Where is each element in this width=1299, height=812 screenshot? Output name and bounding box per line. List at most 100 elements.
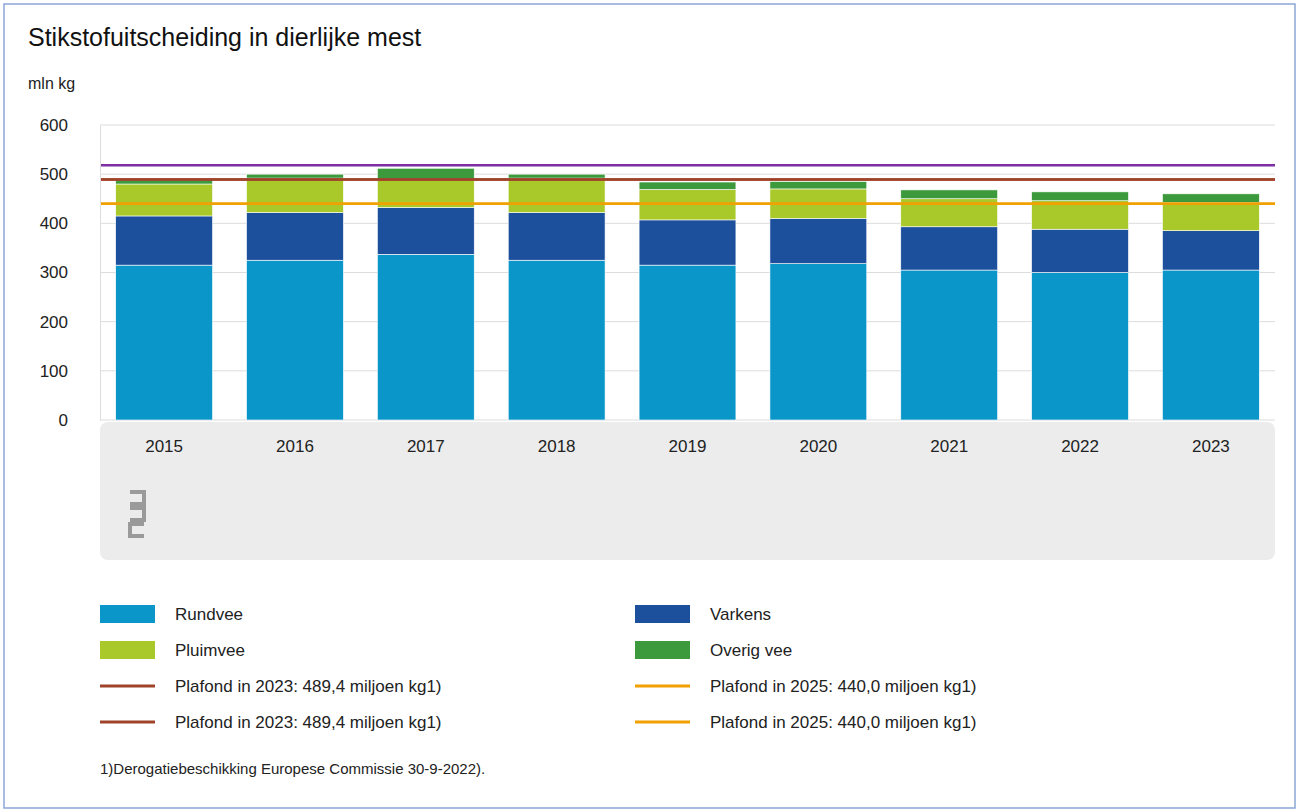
x-tick: 2018 bbox=[538, 420, 576, 456]
reference-line bbox=[100, 178, 1275, 181]
bar bbox=[901, 270, 998, 420]
bar bbox=[770, 218, 867, 263]
legend-label: Plafond in 2025: 440,0 miljoen kg1) bbox=[710, 677, 977, 696]
bar bbox=[1032, 273, 1129, 421]
logo-shape bbox=[130, 492, 144, 536]
bar bbox=[901, 227, 998, 270]
y-tick-label: 200 bbox=[40, 313, 68, 332]
bar bbox=[1162, 231, 1259, 270]
bar bbox=[1162, 194, 1259, 203]
legend-swatch bbox=[100, 605, 155, 623]
bar bbox=[377, 254, 474, 420]
bar-series bbox=[116, 254, 1260, 420]
legend-label: Plafond in 2023: 489,4 miljoen kg1) bbox=[175, 677, 442, 696]
legend-item: Plafond in 2025: 440,0 miljoen kg1) bbox=[635, 677, 977, 696]
y-tick: 500 bbox=[40, 165, 100, 184]
plot-area bbox=[100, 165, 1275, 420]
y-tick: 300 bbox=[40, 263, 100, 282]
reference-line bbox=[100, 164, 1275, 167]
bar bbox=[1032, 229, 1129, 272]
x-tick-label: 2023 bbox=[1192, 437, 1230, 456]
bar bbox=[770, 182, 867, 189]
reference-line bbox=[100, 202, 1275, 205]
legend-swatch bbox=[635, 685, 690, 688]
legend-item: Overig vee bbox=[635, 641, 792, 660]
y-tick: 200 bbox=[40, 313, 100, 332]
grid-line bbox=[100, 125, 1275, 126]
axis-panel bbox=[100, 422, 1275, 560]
legend-item: Varkens bbox=[635, 605, 771, 624]
y-tick-label: 100 bbox=[40, 362, 68, 381]
reference-line bbox=[100, 178, 1275, 181]
legend-swatch bbox=[100, 641, 155, 659]
legend-swatch bbox=[100, 721, 155, 724]
bar bbox=[247, 178, 344, 212]
x-tick-label: 2019 bbox=[669, 437, 707, 456]
frame bbox=[4, 4, 1295, 808]
x-tick-label: 2021 bbox=[930, 437, 968, 456]
y-tick-label: 0 bbox=[59, 411, 68, 430]
y-tick: 600 bbox=[40, 116, 100, 135]
legend-item: Plafond in 2025: 440,0 miljoen kg1) bbox=[635, 713, 977, 732]
y-tick: 400 bbox=[40, 214, 100, 233]
legend-swatch bbox=[635, 721, 690, 724]
legend-item: Plafond in 2023: 489,4 miljoen kg1) bbox=[100, 713, 442, 732]
legend-label: Varkens bbox=[710, 605, 771, 624]
x-tick: 2022 bbox=[1061, 420, 1099, 456]
bar bbox=[639, 182, 736, 189]
bar bbox=[116, 265, 213, 420]
y-tick-label: 500 bbox=[40, 165, 68, 184]
x-tick-label: 2015 bbox=[145, 437, 183, 456]
y-tick-label: 600 bbox=[40, 116, 68, 135]
title: Stikstofuitscheiding in dierlijke mest bbox=[28, 23, 421, 51]
legend-item: Rundvee bbox=[100, 605, 243, 624]
x-tick: 2020 bbox=[799, 420, 837, 456]
reference-line bbox=[100, 202, 1275, 205]
y-tick-label: 300 bbox=[40, 263, 68, 282]
y-tick-label: 400 bbox=[40, 214, 68, 233]
bar-series bbox=[116, 168, 1260, 202]
legend-label: Plafond in 2025: 440,0 miljoen kg1) bbox=[710, 713, 977, 732]
bar bbox=[639, 265, 736, 420]
x-axis: 201520162017201820192020202120222023 bbox=[145, 420, 1230, 456]
chart: Stikstofuitscheiding in dierlijke mest ml… bbox=[0, 0, 1299, 812]
x-tick: 2017 bbox=[407, 420, 445, 456]
y-tick: 0 bbox=[59, 411, 100, 430]
x-tick: 2015 bbox=[145, 420, 183, 456]
x-tick-label: 2020 bbox=[799, 437, 837, 456]
y-tick: 100 bbox=[40, 362, 100, 381]
bar bbox=[116, 184, 213, 216]
bar bbox=[116, 180, 213, 184]
bar bbox=[247, 260, 344, 420]
legend-swatch bbox=[635, 641, 690, 659]
bar bbox=[377, 168, 474, 179]
bar bbox=[1032, 192, 1129, 201]
x-tick: 2021 bbox=[930, 420, 968, 456]
legend-item: Pluimvee bbox=[100, 641, 245, 660]
x-tick-label: 2018 bbox=[538, 437, 576, 456]
bar bbox=[1032, 201, 1129, 230]
legend-swatch bbox=[635, 605, 690, 623]
footnote: 1)Derogatiebeschikking Europese Commissi… bbox=[100, 760, 485, 777]
y-axis-label: mln kg bbox=[28, 75, 75, 92]
bar bbox=[901, 190, 998, 199]
bar bbox=[377, 208, 474, 255]
x-tick-label: 2022 bbox=[1061, 437, 1099, 456]
legend-item: Plafond in 2023: 489,4 miljoen kg1) bbox=[100, 677, 442, 696]
bar bbox=[1162, 270, 1259, 420]
grid bbox=[100, 125, 1275, 420]
legend-swatch bbox=[100, 685, 155, 688]
x-tick-label: 2017 bbox=[407, 437, 445, 456]
bar bbox=[508, 174, 605, 178]
bar bbox=[770, 264, 867, 420]
bar bbox=[508, 213, 605, 261]
bar bbox=[508, 178, 605, 212]
y-axis-line bbox=[100, 126, 101, 421]
legend-label: Pluimvee bbox=[175, 641, 245, 660]
y-axis: 0 100 200 300 400 500 600 bbox=[40, 116, 101, 430]
bar bbox=[247, 213, 344, 261]
x-tick: 2023 bbox=[1192, 420, 1230, 456]
x-tick: 2019 bbox=[669, 420, 707, 456]
bar bbox=[508, 260, 605, 420]
logo bbox=[130, 492, 144, 536]
